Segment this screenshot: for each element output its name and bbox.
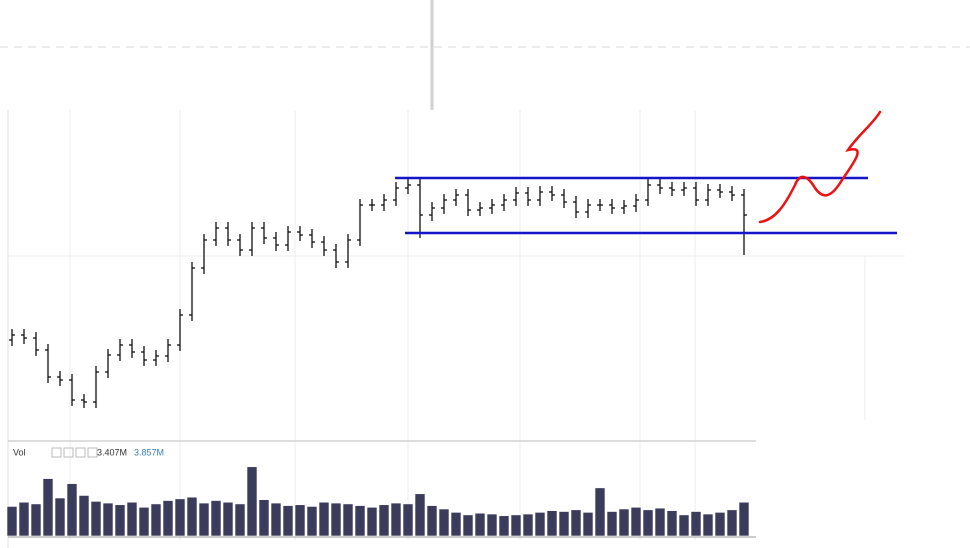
volume-bar	[30, 503, 42, 537]
volume-bar	[450, 512, 462, 537]
volume-bar	[126, 501, 138, 537]
volume-bar	[642, 509, 654, 537]
volume-bar	[618, 508, 630, 537]
volume-readout: 3.857M	[134, 447, 164, 457]
volume-bar	[462, 514, 474, 537]
tool-button[interactable]	[75, 447, 86, 458]
volume-label[interactable]: Vol	[13, 447, 26, 457]
volume-bar	[42, 478, 54, 537]
volume-readout: 3.407M	[97, 447, 127, 457]
volume-bar	[702, 513, 714, 537]
volume-bar	[714, 512, 726, 537]
volume-bar	[18, 501, 30, 537]
volume-bar	[54, 497, 66, 537]
volume-bar	[606, 511, 618, 537]
volume-bar	[558, 511, 570, 537]
volume-bar	[630, 506, 642, 537]
volume-bar	[198, 502, 210, 537]
volume-bar	[150, 503, 162, 537]
volume-bar	[666, 510, 678, 537]
volume-bar	[90, 501, 102, 537]
price-bars	[9, 179, 747, 408]
volume-bar	[354, 505, 366, 537]
volume-bar	[678, 514, 690, 537]
volume-bar	[390, 502, 402, 537]
volume-bar	[546, 510, 558, 537]
volume-bar	[402, 503, 414, 537]
volume-bar	[258, 499, 270, 537]
volume-bar	[138, 506, 150, 537]
hand-drawn-projection	[758, 110, 882, 224]
volume-bar	[498, 515, 510, 537]
volume-bar	[474, 512, 486, 537]
volume-bar	[582, 512, 594, 537]
tool-button[interactable]	[51, 447, 62, 458]
volume-bar	[510, 514, 522, 537]
volume-bar	[342, 503, 354, 537]
volume-bars	[6, 466, 750, 537]
tool-button[interactable]	[87, 447, 98, 458]
volume-bar	[366, 506, 378, 537]
volume-bar	[174, 498, 186, 537]
volume-bar	[222, 501, 234, 537]
volume-bar	[426, 505, 438, 537]
volume-bar	[78, 495, 90, 537]
volume-bar	[534, 512, 546, 537]
volume-bar	[486, 513, 498, 537]
volume-bar	[438, 508, 450, 537]
volume-bar	[522, 513, 534, 537]
trend-lines	[395, 176, 897, 235]
volume-bar	[690, 511, 702, 537]
volume-bar	[114, 504, 126, 537]
volume-bar	[246, 466, 258, 537]
volume-bar	[162, 500, 174, 537]
volume-bar	[294, 504, 306, 537]
volume-bar	[270, 502, 282, 537]
volume-bar	[282, 505, 294, 537]
volume-bar	[186, 496, 198, 537]
volume-bar	[738, 501, 750, 537]
vol-toolbar	[51, 447, 98, 458]
volume-bar	[318, 501, 330, 537]
volume-bar	[654, 507, 666, 537]
volume-bar	[330, 502, 342, 537]
volume-bar	[378, 504, 390, 537]
volume-bar	[594, 487, 606, 537]
volume-bar	[414, 493, 426, 537]
volume-bar	[726, 509, 738, 537]
volume-bar	[66, 483, 78, 537]
volume-bar	[570, 509, 582, 537]
volume-bar	[6, 506, 18, 537]
volume-bar	[210, 500, 222, 537]
tool-button[interactable]	[63, 447, 74, 458]
volume-bar	[234, 503, 246, 537]
volume-bar	[306, 506, 318, 537]
volume-bar	[102, 502, 114, 537]
